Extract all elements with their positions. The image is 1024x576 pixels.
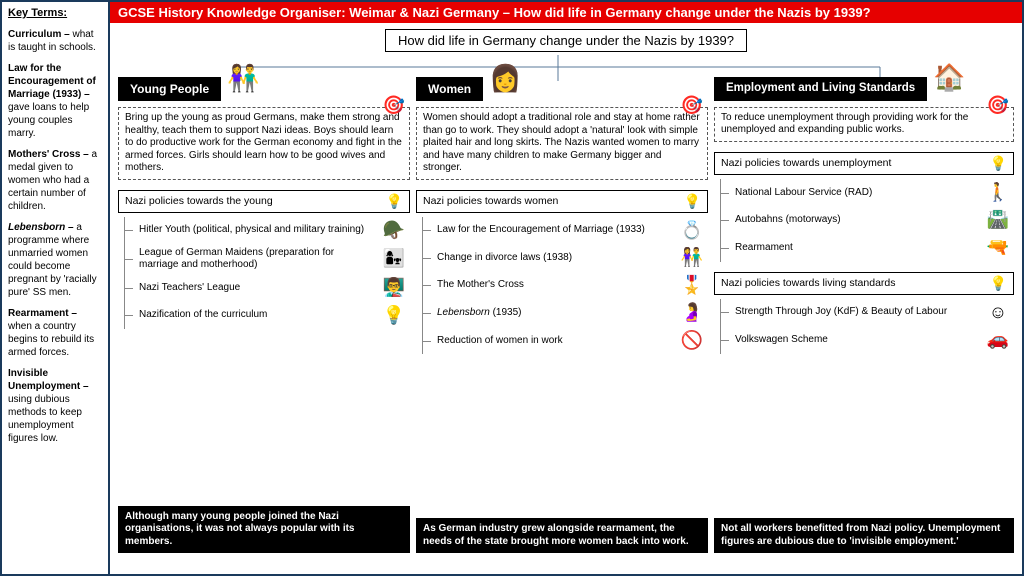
policy-icon: 🎖️ bbox=[680, 275, 704, 297]
policy-icon: 💍 bbox=[680, 220, 704, 242]
target-icon: 🎯 bbox=[681, 94, 703, 117]
enquiry-question: How did life in Germany change under the… bbox=[385, 29, 747, 52]
policy-icon: ☺ bbox=[986, 302, 1010, 324]
policy-item: Strength Through Joy (KdF) & Beauty of L… bbox=[720, 299, 1014, 327]
policy-icon: 🤰 bbox=[680, 302, 704, 324]
branch-young: Young People 👫 🎯 Bring up the young as p… bbox=[118, 55, 410, 555]
aim-employ: 🎯 To reduce unemployment through providi… bbox=[714, 107, 1014, 142]
branch-label-women: Women bbox=[416, 77, 483, 101]
policy-icon: 👩‍👧 bbox=[382, 248, 406, 270]
policy-item: Rearmament🔫 bbox=[720, 234, 1014, 262]
key-term: Invisible Unemployment – using dubious m… bbox=[8, 367, 102, 445]
house-icon: 🏠 bbox=[933, 62, 965, 93]
policy-item: Volkswagen Scheme🚗 bbox=[720, 326, 1014, 354]
policy-icon: 🚫 bbox=[680, 330, 704, 352]
policy-item: Reduction of women in work🚫 bbox=[422, 327, 708, 355]
policy-icon: 🚗 bbox=[986, 329, 1010, 351]
subhead-young: Nazi policies towards the young 💡 bbox=[118, 190, 410, 213]
policies-young: Hitler Youth (political, physical and mi… bbox=[118, 217, 410, 330]
branch-label-young: Young People bbox=[118, 77, 221, 101]
bulb-icon: 💡 bbox=[386, 193, 403, 210]
subhead-employ2: Nazi policies towards living standards 💡 bbox=[714, 272, 1014, 295]
policy-icon: 👨‍🏫 bbox=[382, 277, 406, 299]
policy-item: Nazification of the curriculum💡 bbox=[124, 302, 410, 330]
key-term: Law for the Encouragement of Marriage (1… bbox=[8, 62, 102, 140]
key-term: Curriculum – what is taught in schools. bbox=[8, 28, 102, 54]
woman-icon: 👩 bbox=[489, 63, 521, 94]
key-term: Mothers' Cross – a medal given to women … bbox=[8, 148, 102, 213]
policies-employ1: National Labour Service (RAD)🚶Autobahns … bbox=[714, 179, 1014, 262]
policy-icon: 🛣️ bbox=[986, 209, 1010, 231]
aim-young: 🎯 Bring up the young as proud Germans, m… bbox=[118, 107, 410, 180]
diagram-columns: Young People 👫 🎯 Bring up the young as p… bbox=[110, 55, 1022, 555]
policy-item: Change in divorce laws (1938)👫 bbox=[422, 244, 708, 272]
key-term: Rearmament – when a country begins to re… bbox=[8, 307, 102, 359]
policy-item: League of German Maidens (preparation fo… bbox=[124, 244, 410, 274]
policy-icon: 👫 bbox=[680, 247, 704, 269]
branch-label-employ: Employment and Living Standards bbox=[714, 77, 927, 101]
policies-women: Law for the Encouragement of Marriage (1… bbox=[416, 217, 708, 355]
bulb-icon: 💡 bbox=[990, 155, 1007, 172]
policy-item: National Labour Service (RAD)🚶 bbox=[720, 179, 1014, 207]
footer-women: As German industry grew alongside rearma… bbox=[416, 518, 708, 553]
policy-icon: 🔫 bbox=[986, 237, 1010, 259]
footer-young: Although many young people joined the Na… bbox=[118, 506, 410, 554]
key-terms-sidebar: Key Terms: Curriculum – what is taught i… bbox=[2, 2, 110, 574]
bulb-icon: 💡 bbox=[990, 275, 1007, 292]
policy-item: Nazi Teachers' League👨‍🏫 bbox=[124, 274, 410, 302]
branch-employment: Employment and Living Standards 🏠 🎯 To r… bbox=[714, 55, 1014, 555]
footer-employ: Not all workers benefitted from Nazi pol… bbox=[714, 518, 1014, 553]
page-header: GCSE History Knowledge Organiser: Weimar… bbox=[110, 2, 1022, 23]
target-icon: 🎯 bbox=[383, 94, 405, 117]
people-icon: 👫 bbox=[227, 63, 259, 94]
policy-icon: 💡 bbox=[382, 305, 406, 327]
main-area: GCSE History Knowledge Organiser: Weimar… bbox=[110, 2, 1022, 574]
policy-icon: 🚶 bbox=[986, 182, 1010, 204]
bulb-icon: 💡 bbox=[684, 193, 701, 210]
policy-item: Autobahns (motorways)🛣️ bbox=[720, 206, 1014, 234]
policy-icon: 🪖 bbox=[382, 220, 406, 242]
policy-item: Law for the Encouragement of Marriage (1… bbox=[422, 217, 708, 245]
policies-employ2: Strength Through Joy (KdF) & Beauty of L… bbox=[714, 299, 1014, 354]
subhead-women: Nazi policies towards women 💡 bbox=[416, 190, 708, 213]
policy-item: Lebensborn (1935)🤰 bbox=[422, 299, 708, 327]
key-terms-title: Key Terms: bbox=[8, 6, 102, 20]
subhead-employ1: Nazi policies towards unemployment 💡 bbox=[714, 152, 1014, 175]
policy-item: The Mother's Cross🎖️ bbox=[422, 272, 708, 300]
policy-item: Hitler Youth (political, physical and mi… bbox=[124, 217, 410, 245]
aim-women: 🎯 Women should adopt a traditional role … bbox=[416, 107, 708, 180]
key-term: Lebensborn – a programme where unmarried… bbox=[8, 221, 102, 299]
branch-women: Women 👩 🎯 Women should adopt a tradition… bbox=[416, 55, 708, 555]
target-icon: 🎯 bbox=[987, 94, 1009, 117]
